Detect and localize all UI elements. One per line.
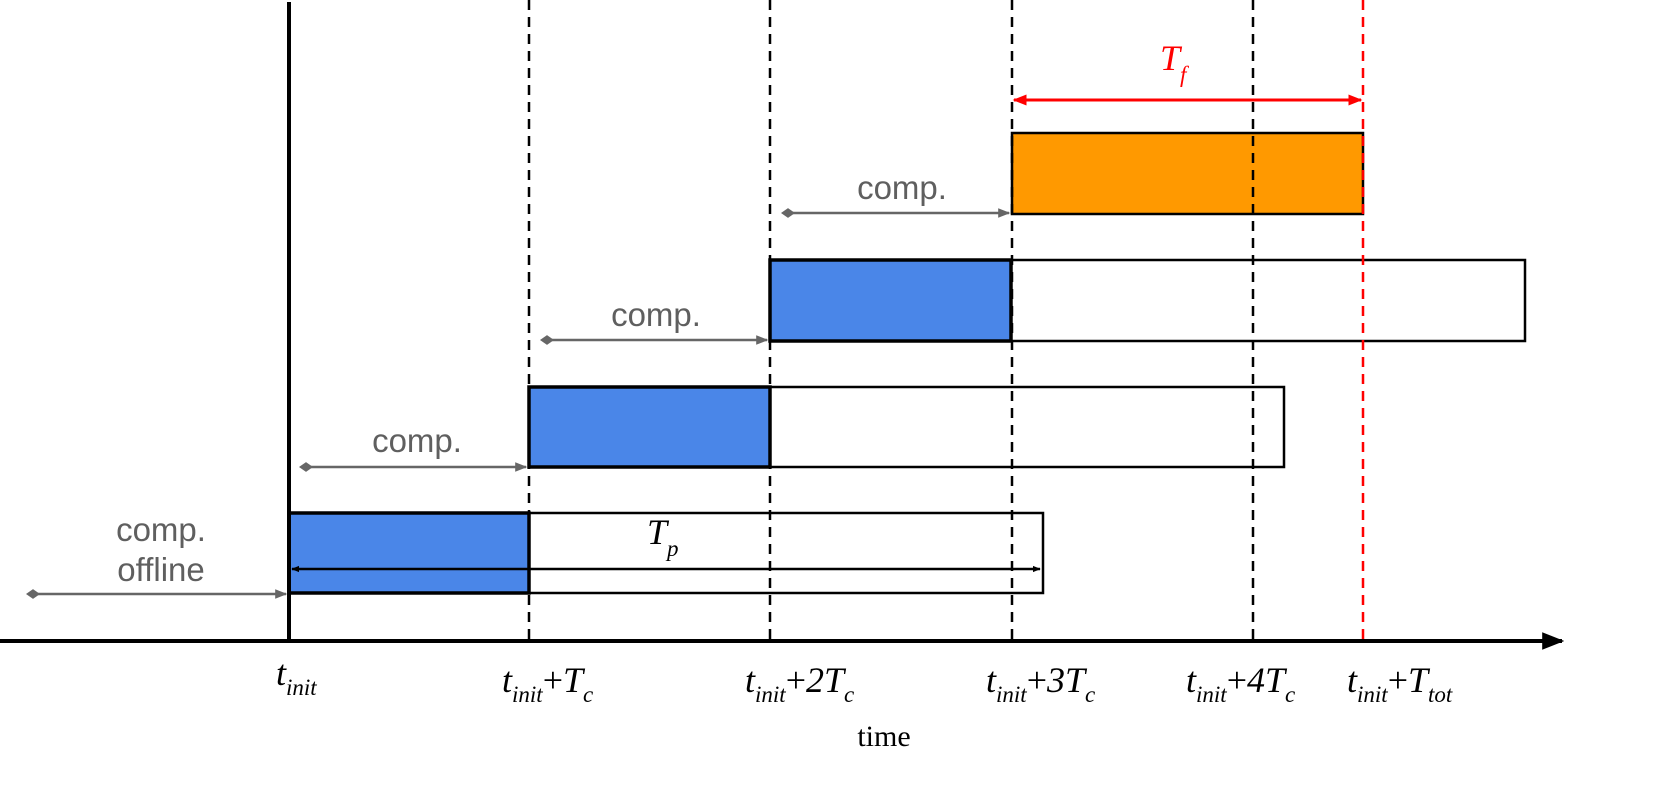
bar-1-blue-segment <box>287 511 531 595</box>
comp-offline-label-line1: comp. <box>116 511 206 548</box>
tp-label: Tp <box>647 512 679 561</box>
tick-label-t-init-plus-4tc: tinit+4Tc <box>1186 660 1295 707</box>
tick-label-t-init-plus-3tc: tinit+3Tc <box>986 660 1095 707</box>
bar-3-blue-segment <box>768 258 1013 343</box>
axis-title-time: time <box>857 720 910 753</box>
tick-label-t-init-plus-2tc: tinit+2Tc <box>745 660 854 707</box>
comp-label-1: comp. <box>372 422 462 459</box>
comp-label-3: comp. <box>857 169 947 206</box>
bars <box>287 131 1527 595</box>
comp-offline-label-line2: offline <box>117 551 204 588</box>
bar-2-blue-segment <box>527 385 772 469</box>
bar-4-orange <box>1010 131 1365 216</box>
tick-label-t-init-plus-ttot: tinit+Ttot <box>1347 660 1453 707</box>
time-markers <box>287 0 1365 641</box>
comp-label-2: comp. <box>611 296 701 333</box>
tick-label-t-init: tinit <box>276 653 317 700</box>
tf-label: Tf <box>1160 38 1190 87</box>
tick-label-t-init-plus-tc: tinit+Tc <box>502 660 593 707</box>
computation-arrows <box>26 208 1011 599</box>
